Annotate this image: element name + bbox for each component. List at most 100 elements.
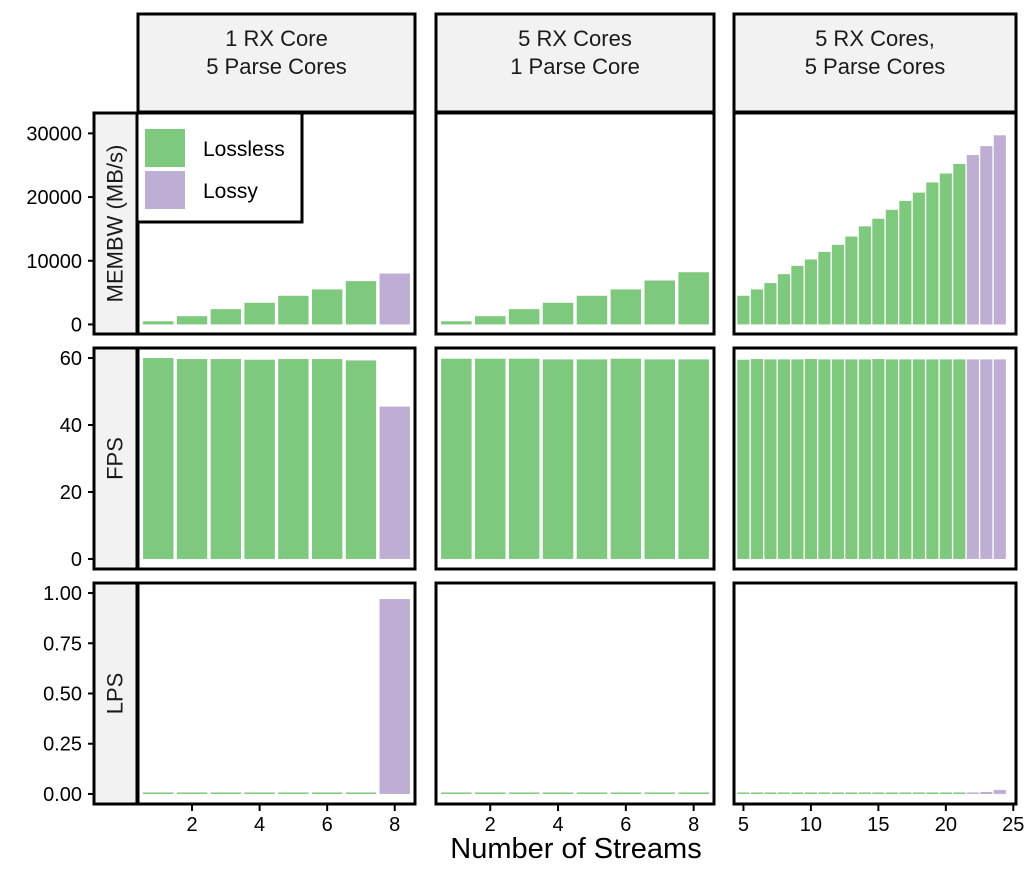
- bar-membw-19: [926, 182, 939, 325]
- legend: Lossless Lossy: [135, 111, 304, 224]
- bar-lps-5: [576, 792, 608, 794]
- bar-fps-4: [542, 359, 574, 559]
- bar-membw-21: [953, 163, 966, 325]
- axes: 0 10000 20000 30000 0 20 40 60 2 4 6 8 2 4 6 8 5 10 15 20 25…: [26, 123, 1024, 836]
- bar-fps-11: [818, 359, 831, 559]
- bar-membw-18: [912, 192, 925, 325]
- bar-lps-5: [737, 792, 750, 794]
- bar-membw-6: [311, 289, 343, 325]
- bar-fps-15: [872, 359, 885, 559]
- panel-r3-c3: [732, 581, 1018, 806]
- x-tick-label: 6: [322, 814, 333, 836]
- x-axis-label: Number of Streams: [450, 833, 701, 865]
- x-tick-label: 5: [738, 814, 749, 836]
- bar-membw-4: [542, 302, 574, 325]
- y-tick-label: 0: [71, 549, 82, 571]
- bar-fps-7: [345, 360, 377, 559]
- bar-fps-12: [831, 359, 844, 559]
- panel-border: [732, 346, 1018, 571]
- bar-membw-22: [966, 155, 979, 325]
- bar-lps-2: [176, 792, 208, 794]
- bar-lps-11: [818, 792, 831, 794]
- bar-fps-7: [644, 359, 676, 559]
- bar-membw-23: [980, 146, 993, 325]
- bar-lps-15: [872, 792, 885, 794]
- column-strip-label: 5 RX Cores,: [815, 26, 935, 51]
- bar-membw-7: [644, 280, 676, 325]
- bar-membw-6: [750, 289, 764, 325]
- bar-lps-6: [750, 792, 764, 794]
- bar-fps-16: [885, 359, 898, 559]
- bar-lps-7: [764, 792, 777, 794]
- bar-fps-14: [858, 359, 871, 559]
- bar-fps-5: [737, 359, 750, 559]
- bar-lps-21: [953, 792, 966, 794]
- panel-border: [732, 581, 1018, 806]
- row-strip-label: MEMBW (MB/s): [103, 145, 128, 303]
- bar-fps-22: [966, 359, 979, 559]
- bar-fps-1: [441, 358, 472, 559]
- bar-membw-11: [818, 251, 831, 325]
- bar-lps-24: [993, 789, 1006, 794]
- bar-fps-5: [576, 359, 608, 559]
- row-strip-2: [92, 346, 139, 571]
- panel-r1-c3: [732, 111, 1018, 336]
- panel-r2-c3: [732, 346, 1018, 571]
- x-tick-label: 15: [867, 814, 889, 836]
- x-tick-label: 8: [688, 814, 699, 836]
- panel-border: [434, 111, 716, 336]
- panel-r3-c1: [136, 581, 417, 806]
- bar-fps-23: [980, 359, 993, 559]
- bar-fps-8: [379, 406, 410, 559]
- x-tick-label: 25: [1002, 814, 1024, 836]
- bar-fps-24: [993, 359, 1006, 559]
- bar-lps-8: [777, 792, 790, 794]
- y-tick-label: 30000: [26, 123, 82, 145]
- y-tick-label: 20000: [26, 187, 82, 209]
- bar-lps-12: [831, 792, 844, 794]
- bar-lps-13: [845, 792, 858, 794]
- panel-background: [138, 583, 415, 804]
- y-tick-label: 10000: [26, 251, 82, 273]
- row-strip-3: [92, 581, 139, 806]
- bar-lps-20: [939, 792, 952, 794]
- x-tick-label: 2: [186, 814, 197, 836]
- bar-fps-21: [953, 359, 966, 559]
- bar-fps-6: [610, 358, 642, 559]
- bar-membw-4: [244, 302, 275, 325]
- bar-membw-20: [939, 173, 952, 325]
- column-strip-label: 5 RX Cores: [518, 26, 632, 51]
- column-strip-label: 1 RX Core: [225, 26, 328, 51]
- bar-lps-1: [441, 792, 472, 794]
- bar-lps-3: [210, 792, 242, 794]
- bar-membw-24: [993, 135, 1006, 325]
- legend-label-lossy: Lossy: [203, 180, 258, 203]
- bar-fps-20: [939, 359, 952, 559]
- y-tick-label: 40: [60, 415, 82, 437]
- column-strip-1: [136, 12, 417, 114]
- panel-r3-c2: [434, 581, 716, 806]
- bar-fps-7: [764, 359, 777, 559]
- legend-key-lossy: [145, 171, 185, 209]
- bar-membw-17: [899, 200, 912, 325]
- facet-panels: [136, 111, 1018, 806]
- bar-fps-5: [278, 359, 309, 559]
- column-strip-2: [434, 12, 716, 114]
- row-strip-label: FPS: [103, 437, 128, 480]
- bar-membw-16: [885, 209, 898, 325]
- bar-lps-8: [678, 792, 709, 794]
- x-tick-label: 4: [254, 814, 265, 836]
- bar-membw-13: [845, 236, 858, 325]
- bar-fps-18: [912, 359, 925, 559]
- bar-membw-2: [474, 316, 506, 325]
- panel-border: [136, 346, 417, 571]
- panel-border: [136, 581, 417, 806]
- y-tick-label: 1.00: [43, 583, 82, 605]
- panel-background: [734, 583, 1016, 804]
- bar-membw-10: [804, 259, 817, 325]
- bar-lps-4: [542, 792, 574, 794]
- bar-fps-17: [899, 359, 912, 559]
- bar-fps-10: [804, 359, 817, 559]
- y-tick-label: 60: [60, 348, 82, 370]
- bar-fps-3: [210, 359, 242, 559]
